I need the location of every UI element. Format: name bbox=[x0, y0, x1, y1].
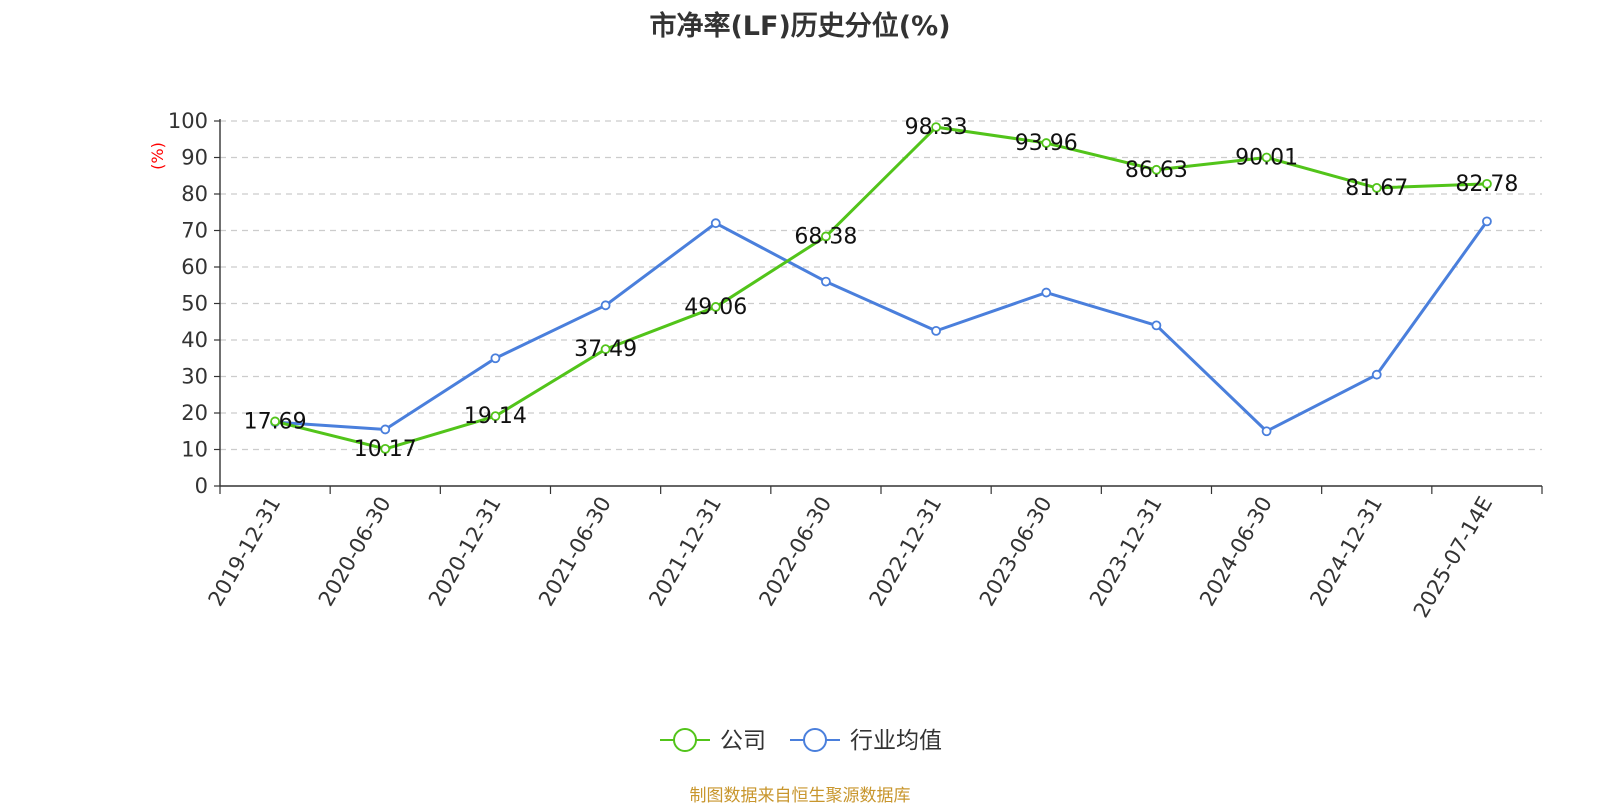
legend-label: 行业均值 bbox=[850, 728, 942, 754]
series-line bbox=[274, 220, 1489, 433]
data-point bbox=[821, 276, 831, 287]
data-point bbox=[600, 300, 611, 311]
y-tick-label: 80 bbox=[181, 182, 208, 206]
data-label: 86.63 bbox=[1125, 158, 1188, 183]
y-axis-label: (%) bbox=[148, 142, 167, 170]
x-tick-label: 2023-06-30 bbox=[975, 493, 1057, 611]
data-label: 98.33 bbox=[905, 115, 968, 140]
data-source-note: 制图数据来自恒生聚源数据库 bbox=[689, 786, 911, 806]
legend[interactable]: 公司 行业均值 bbox=[660, 728, 942, 754]
data-label: 19.14 bbox=[464, 404, 527, 429]
x-tick-label: 2020-12-31 bbox=[424, 492, 506, 610]
data-point bbox=[380, 443, 391, 454]
data-label: 10.17 bbox=[354, 437, 417, 462]
y-tick-label: 10 bbox=[181, 438, 208, 462]
data-labels: 17.69 10.17 19.14 37.49 49.06 68.38 98.33 93.96… bbox=[244, 115, 1519, 462]
x-tick-label: 2020-06-30 bbox=[314, 493, 396, 611]
data-point bbox=[821, 231, 831, 242]
data-point bbox=[490, 411, 501, 422]
legend-marker bbox=[803, 728, 827, 752]
data-point bbox=[1371, 369, 1382, 380]
data-label: 37.49 bbox=[574, 337, 637, 362]
x-tick-label: 2024-12-31 bbox=[1305, 493, 1387, 611]
series-line bbox=[274, 125, 1487, 451]
data-point bbox=[1482, 178, 1492, 189]
chart-title: 市净率(LF)历史分位(%) bbox=[649, 11, 951, 42]
data-label: 90.01 bbox=[1235, 145, 1298, 170]
legend-marker bbox=[673, 728, 697, 752]
data-point bbox=[931, 122, 941, 132]
y-tick-label: 90 bbox=[181, 146, 208, 170]
legend-item[interactable]: 公司 bbox=[660, 728, 766, 754]
y-tick-label: 60 bbox=[181, 255, 208, 279]
axes: 0 10 20 30 40 50 60 70 80 90 100 2019-12-31 2020-06-… bbox=[168, 109, 1543, 622]
data-point bbox=[1261, 426, 1272, 437]
legend-item[interactable]: 行业均值 bbox=[790, 728, 942, 754]
data-point bbox=[380, 424, 391, 435]
y-tick-label: 50 bbox=[181, 292, 208, 316]
x-tick-label: 2019-12-31 bbox=[204, 493, 286, 611]
data-point bbox=[1261, 152, 1272, 163]
data-point bbox=[1151, 320, 1162, 331]
data-point bbox=[490, 353, 501, 364]
x-tick-label: 2022-06-30 bbox=[754, 493, 836, 611]
data-point bbox=[600, 344, 611, 355]
data-label: 93.96 bbox=[1015, 131, 1078, 156]
data-point bbox=[931, 325, 941, 336]
y-tick-label: 70 bbox=[181, 219, 208, 243]
y-tick-label: 30 bbox=[181, 365, 208, 389]
data-point bbox=[1371, 183, 1382, 193]
x-tick-label: 2024-06-30 bbox=[1195, 493, 1277, 611]
data-label: 81.67 bbox=[1345, 176, 1408, 201]
x-tick-label: 2021-12-31 bbox=[644, 493, 726, 611]
x-tick-label: 2023-12-31 bbox=[1085, 493, 1167, 611]
series-lines bbox=[270, 122, 1492, 454]
data-point bbox=[1151, 164, 1162, 175]
y-tick-label: 20 bbox=[181, 401, 208, 425]
data-point bbox=[710, 302, 721, 312]
x-tick-label: 2021-06-30 bbox=[534, 493, 616, 611]
data-point bbox=[270, 416, 280, 427]
data-point bbox=[1041, 287, 1052, 298]
data-label: 49.06 bbox=[684, 295, 747, 320]
data-point bbox=[710, 218, 721, 229]
x-tick-label: 2022-12-31 bbox=[865, 492, 947, 610]
y-tick-label: 40 bbox=[181, 328, 208, 352]
y-tick-label: 0 bbox=[195, 474, 208, 498]
data-label: 82.78 bbox=[1455, 172, 1518, 197]
data-label: 68.38 bbox=[794, 224, 857, 249]
x-tick-label: 2025-07-14E bbox=[1409, 493, 1497, 622]
data-label: 17.69 bbox=[244, 409, 307, 434]
grid-lines bbox=[220, 120, 1542, 451]
legend-label: 公司 bbox=[720, 728, 766, 754]
data-point bbox=[1041, 138, 1052, 148]
data-point bbox=[1482, 216, 1492, 227]
y-tick-label: 100 bbox=[168, 109, 208, 133]
